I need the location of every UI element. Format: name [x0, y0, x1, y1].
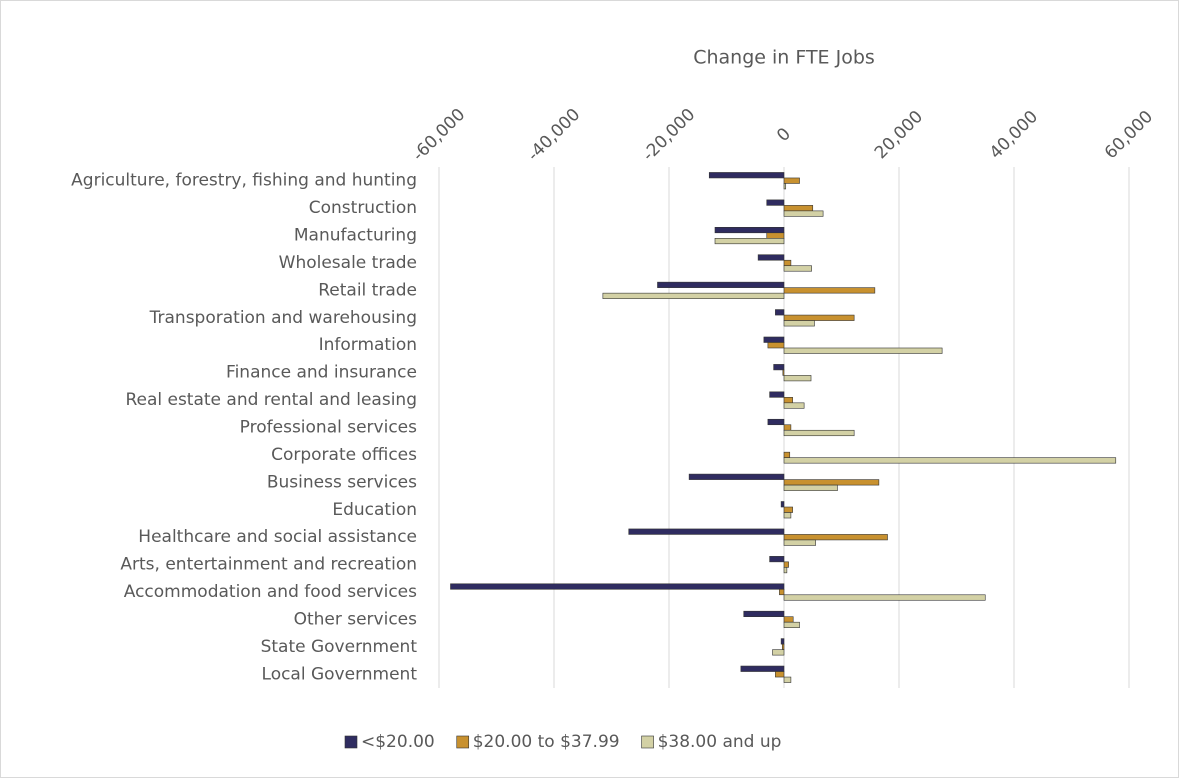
bar	[657, 281, 785, 288]
y-tick-label: Transporation and warehousing	[149, 308, 417, 328]
bar	[767, 342, 785, 349]
bar	[783, 567, 788, 574]
bar	[783, 183, 787, 190]
y-tick-label: Healthcare and social assistance	[138, 527, 417, 547]
bar	[782, 369, 785, 376]
bar	[783, 397, 793, 404]
bar	[783, 375, 812, 382]
y-tick-label: Agriculture, forestry, fishing and hunti…	[71, 171, 417, 191]
y-tick-label: Education	[332, 500, 417, 520]
bar	[779, 588, 785, 596]
y-tick-label: Manufacturing	[294, 226, 417, 246]
bar	[783, 457, 1117, 464]
bar	[783, 451, 791, 458]
bar	[783, 539, 816, 546]
bar	[783, 259, 792, 267]
bar	[773, 364, 785, 371]
y-tick-label: Corporate offices	[271, 445, 417, 465]
legend-swatch	[344, 735, 358, 749]
bar	[783, 621, 800, 628]
y-tick-label: State Government	[261, 637, 418, 657]
y-tick-label: Wholesale trade	[279, 253, 417, 273]
legend-label: <$20.00	[361, 732, 435, 752]
bar	[769, 556, 785, 563]
y-tick-label: Business services	[267, 472, 417, 492]
bar	[783, 676, 792, 683]
y-tick-label: Finance and insurance	[226, 363, 417, 383]
bar	[783, 479, 880, 486]
bar	[766, 232, 785, 239]
bar	[783, 534, 888, 541]
bar	[740, 665, 785, 672]
axis-title: Change in FTE Jobs	[693, 47, 875, 69]
bar	[602, 292, 785, 299]
y-tick-label: Arts, entertainment and recreation	[120, 555, 417, 575]
y-tick-label: Other services	[294, 609, 418, 629]
bar	[783, 561, 789, 568]
legend-label: $20.00 to $37.99	[473, 732, 620, 752]
bar	[783, 210, 824, 217]
bar	[628, 528, 785, 535]
bar	[783, 287, 876, 294]
y-tick-label: Information	[319, 335, 417, 355]
bar	[780, 501, 785, 508]
bar	[783, 205, 814, 212]
bar	[783, 402, 805, 409]
bar	[783, 506, 793, 513]
bar	[783, 347, 943, 354]
bar	[763, 336, 785, 343]
bar	[783, 512, 792, 519]
bar	[775, 671, 785, 678]
legend-label: $38.00 and up	[658, 732, 782, 752]
bar	[769, 391, 785, 398]
bar	[783, 424, 792, 431]
y-tick-label: Real estate and rental and leasing	[125, 390, 417, 410]
bar	[450, 583, 785, 590]
bar	[708, 172, 785, 179]
bar	[783, 265, 812, 272]
bar	[714, 227, 785, 234]
bar	[757, 254, 785, 261]
bar	[783, 616, 794, 623]
y-tick-label: Accommodation and food services	[124, 582, 417, 602]
bar	[783, 429, 855, 437]
bar	[780, 638, 785, 645]
bar	[783, 320, 815, 327]
bar	[783, 594, 986, 601]
bar	[775, 309, 785, 316]
bar	[783, 177, 800, 184]
bar	[743, 610, 785, 617]
bar	[767, 418, 785, 426]
y-tick-label: Professional services	[240, 418, 417, 438]
y-tick-label: Retail trade	[318, 280, 417, 300]
bar	[781, 643, 785, 650]
bar	[688, 473, 785, 480]
bar	[714, 238, 785, 245]
y-tick-label: Construction	[309, 198, 417, 218]
legend-swatch	[456, 735, 470, 749]
bar	[772, 649, 785, 656]
bar	[766, 199, 785, 206]
legend-swatch	[641, 735, 654, 749]
bar	[783, 314, 855, 321]
bar	[783, 484, 838, 491]
y-tick-label: Local Government	[262, 664, 418, 684]
